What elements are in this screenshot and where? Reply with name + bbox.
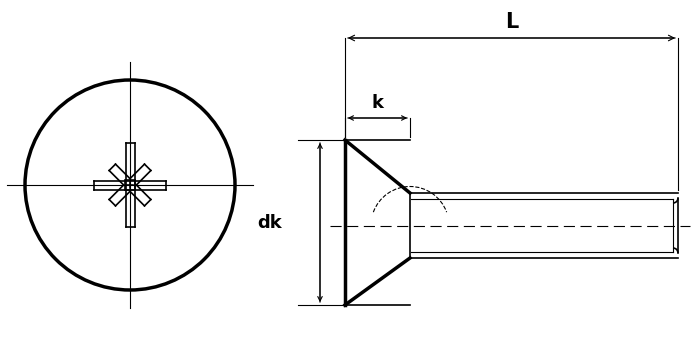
Bar (125, 180, 135, 190)
Text: k: k (372, 94, 384, 112)
Text: dk: dk (258, 213, 282, 232)
Text: L: L (505, 12, 518, 32)
